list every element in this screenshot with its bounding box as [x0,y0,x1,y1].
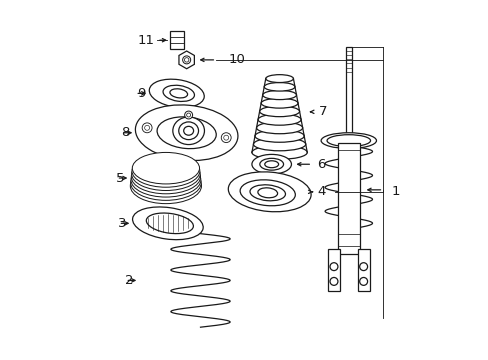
Ellipse shape [135,105,238,161]
Ellipse shape [157,117,216,149]
Text: 9: 9 [137,87,145,100]
Ellipse shape [326,135,370,147]
Ellipse shape [261,98,298,108]
Ellipse shape [264,161,278,168]
Ellipse shape [259,158,283,170]
Ellipse shape [251,154,291,174]
Circle shape [359,263,367,271]
Circle shape [329,263,337,271]
Bar [327,249,339,291]
Bar [357,249,369,291]
Ellipse shape [228,172,310,212]
Ellipse shape [251,145,306,159]
Text: 11: 11 [138,34,155,47]
Text: 2: 2 [124,274,133,287]
Ellipse shape [179,122,198,140]
Ellipse shape [130,168,201,204]
Ellipse shape [149,79,204,108]
Ellipse shape [321,133,376,148]
Text: 7: 7 [319,105,327,118]
Ellipse shape [265,75,293,82]
Circle shape [184,111,192,119]
Circle shape [221,133,231,143]
Ellipse shape [130,166,201,201]
Ellipse shape [131,160,200,194]
Ellipse shape [259,106,299,117]
Polygon shape [179,51,194,69]
Ellipse shape [146,213,193,234]
Ellipse shape [132,207,203,240]
Ellipse shape [131,158,200,190]
Ellipse shape [262,90,296,100]
Ellipse shape [258,114,301,125]
Ellipse shape [132,155,200,187]
Text: 3: 3 [118,217,126,230]
Ellipse shape [132,152,199,184]
Ellipse shape [254,130,304,142]
Text: 5: 5 [116,171,124,185]
Circle shape [329,278,337,285]
Text: 6: 6 [317,158,325,171]
Ellipse shape [172,117,204,145]
Bar [337,143,359,254]
Ellipse shape [163,85,194,102]
Bar [169,31,183,49]
Circle shape [142,123,152,133]
Text: 1: 1 [390,185,399,198]
Text: 4: 4 [317,185,325,198]
Ellipse shape [169,89,187,98]
Circle shape [359,278,367,285]
Ellipse shape [131,163,201,197]
Text: 8: 8 [121,126,129,139]
Ellipse shape [256,122,302,134]
Text: 10: 10 [228,53,244,66]
Ellipse shape [264,82,294,91]
Ellipse shape [183,126,193,135]
Ellipse shape [249,185,285,201]
Ellipse shape [257,188,277,198]
Ellipse shape [253,138,305,151]
Ellipse shape [240,180,295,206]
Bar [345,47,351,141]
